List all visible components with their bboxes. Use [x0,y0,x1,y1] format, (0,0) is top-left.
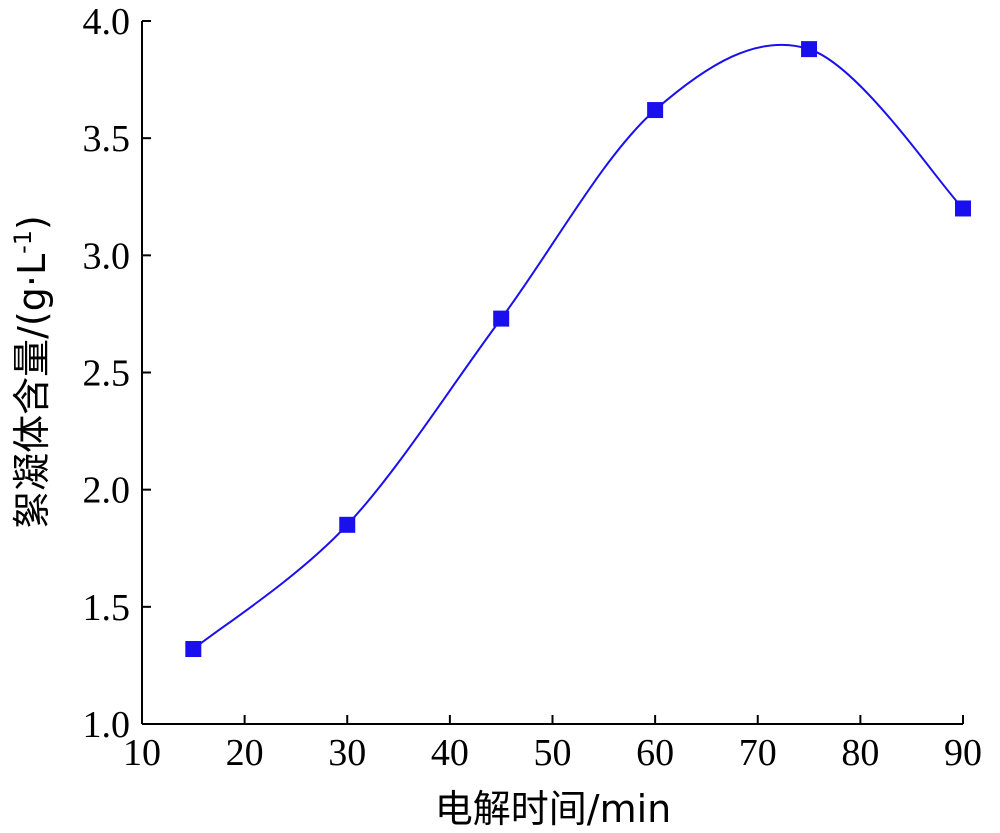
y-tick-label: 2.5 [83,353,131,395]
data-point [955,200,971,217]
x-tick-label: 20 [226,732,264,774]
x-tick-label: 60 [636,732,674,774]
x-ticks: 10 20 30 40 50 60 70 80 90 [123,715,982,774]
y-tick-label: 1.5 [83,587,131,629]
data-point [801,41,818,58]
data-point [493,310,510,327]
axes [141,21,963,725]
data-point [647,102,664,119]
y-tick-label: 4.0 [83,1,131,43]
y-tick-label: 1.0 [83,704,131,746]
y-axis-label-end: ) [10,215,54,230]
data-point [339,516,356,533]
x-tick-label: 10 [123,732,161,774]
y-tick-label: 3.0 [83,235,131,277]
y-ticks: 1.0 1.5 2.0 2.5 3.0 3.5 4.0 [83,1,151,746]
data-point [185,641,202,658]
x-axis-label: 电解时间/min [435,787,671,831]
x-tick-label: 50 [534,732,572,774]
y-tick-label: 3.5 [83,118,131,160]
x-tick-label: 80 [841,732,879,774]
y-tick-label: 2.0 [83,470,131,512]
series-line [192,43,964,650]
y-axis-label-superscript: -1 [9,230,37,254]
y-axis-label-main: 絮凝体含量/(g·L [10,254,54,529]
x-tick-label: 70 [739,732,777,774]
x-tick-label: 40 [431,732,469,774]
x-tick-label: 30 [328,732,366,774]
y-axis-label: 絮凝体含量/(g·L-1) [9,215,54,529]
x-tick-label: 90 [944,732,982,774]
series [185,41,971,658]
